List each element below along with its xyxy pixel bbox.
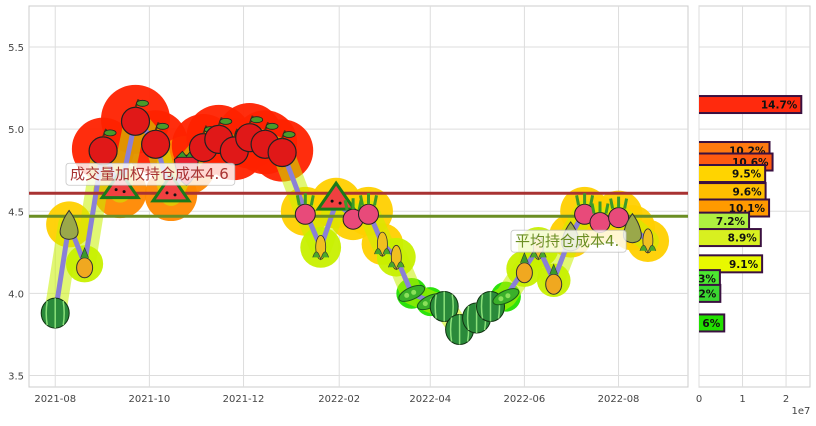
side-x-tick-label: 2 [783, 394, 789, 405]
pineapple-icon [515, 251, 533, 284]
y-tick-label: 3.5 [8, 372, 24, 383]
radish-icon [342, 198, 364, 230]
corn-icon [388, 244, 405, 271]
side-bars: 14.7%10.2%10.6%9.5%9.6%10.1%7.2%8.9%9.1%… [698, 95, 803, 333]
radish-icon [358, 193, 379, 225]
x-tick-label: 2022-08 [598, 394, 640, 405]
side-distribution-chart: 14.7%10.2%10.6%9.5%9.6%10.1%7.2%8.9%9.1%… [696, 5, 811, 417]
radish-icon [574, 193, 596, 225]
radish-icon [294, 193, 316, 225]
watermelon-icon [150, 172, 192, 203]
x-tick-label: 2022-04 [409, 394, 451, 405]
cost-line-label: 平均持仓成本4. [515, 232, 619, 250]
side-bar-label: 14.7% [761, 100, 798, 112]
corn-icon [639, 228, 657, 254]
apple-icon [141, 121, 171, 159]
side-bar-label: 8.9% [728, 233, 758, 245]
side-bar-label: 9.6% [732, 187, 762, 199]
side-bar-label: 9.1% [729, 259, 759, 271]
y-tick-label: 4.0 [8, 289, 24, 300]
cost-line-labels: 成交量加权持仓成本4.6 平均持仓成本4. [65, 162, 627, 253]
side-bar-label: 2% [699, 288, 717, 300]
cost-line-label-box [510, 229, 627, 253]
y-tick-label: 4.5 [8, 207, 24, 218]
cost-line-label: 成交量加权持仓成本4.6 [70, 165, 229, 183]
corn-icon [312, 234, 329, 261]
x-tick-label: 2022-02 [318, 394, 360, 405]
side-bar-label: 3% [698, 274, 716, 286]
y-tick-label: 5.5 [8, 43, 24, 54]
pineapple-icon [545, 263, 563, 295]
side-bar-label: 6% [702, 318, 720, 330]
pear-icon [622, 212, 642, 244]
side-bar [699, 254, 764, 274]
apple-icon [267, 130, 297, 168]
side-bar [699, 283, 722, 303]
apple-icon [88, 128, 118, 166]
side-bar [699, 95, 803, 115]
fruit-icon-layer [40, 98, 657, 345]
radish-icon [608, 196, 630, 229]
x-tick-label: 2021-10 [128, 394, 170, 405]
x-tick-label: 2022-06 [504, 394, 546, 405]
side-x-multiplier: 1e7 [792, 406, 811, 417]
y-axis: 3.5 4.0 4.5 5.0 5.5 [8, 43, 24, 382]
x-axis: 2021-08 2021-10 2021-12 2022-02 2022-04 2022-… [34, 394, 639, 405]
side-x-tick-label: 1 [739, 394, 745, 405]
side-bar-label: 9.5% [732, 169, 762, 181]
watermelon-round-icon [40, 297, 70, 329]
corn-icon [374, 231, 391, 258]
peapod-icon [492, 288, 520, 306]
apple-icon [120, 98, 151, 136]
radish-icon [589, 201, 611, 233]
x-tick-label: 2021-08 [34, 394, 76, 405]
side-bar [699, 228, 762, 248]
peapod-icon [398, 284, 426, 302]
side-bar [699, 164, 767, 184]
watermelon-round-icon [429, 291, 459, 322]
x-tick-label: 2021-12 [223, 394, 265, 405]
y-tick-label: 5.0 [8, 125, 24, 136]
main-price-chart: 成交量加权持仓成本4.6 平均持仓成本4. 3.5 4.0 4.5 5.0 5.5 202… [8, 5, 689, 405]
pineapple-icon [76, 246, 94, 279]
side-x-axis: 0 1 2 [696, 394, 789, 405]
side-bar-label: 7.2% [716, 216, 746, 228]
side-bar [699, 313, 726, 333]
side-x-tick-label: 0 [696, 394, 702, 405]
pear-icon [59, 209, 79, 240]
cost-line-label-box [65, 162, 236, 186]
